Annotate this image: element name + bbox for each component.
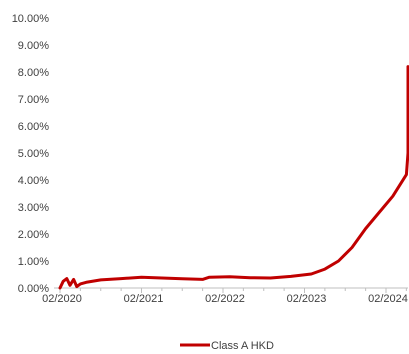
x-tick-label: 02/2021 — [124, 293, 164, 305]
series-line — [58, 65, 409, 290]
x-tick-label: 02/2023 — [287, 293, 327, 305]
y-tick-label: 0.00% — [18, 283, 49, 295]
y-tick-label: 2.00% — [18, 229, 49, 241]
y-tick-label: 8.00% — [18, 67, 49, 79]
y-tick-label: 10.00% — [12, 13, 50, 25]
legend-label: Class A HKD — [211, 340, 274, 352]
y-tick-label: 9.00% — [18, 40, 49, 52]
x-axis: 02/2020 02/2021 02/2022 02/2023 02/2024 — [42, 287, 408, 305]
y-tick-label: 5.00% — [18, 148, 49, 160]
x-tick-label: 02/2022 — [205, 293, 245, 305]
y-tick-label: 6.00% — [18, 121, 49, 133]
legend: Class A HKD — [180, 340, 274, 352]
y-tick-label: 3.00% — [18, 202, 49, 214]
y-tick-label: 7.00% — [18, 94, 49, 106]
plot-area — [58, 65, 409, 290]
y-axis-tick-labels: 0.00% 1.00% 2.00% 3.00% 4.00% 5.00% 6.00% 7.00%… — [12, 13, 50, 295]
y-tick-label: 4.00% — [18, 175, 49, 187]
x-tick-label: 02/2024 — [368, 293, 408, 305]
x-tick-label: 02/2020 — [42, 293, 82, 305]
y-tick-label: 1.00% — [18, 256, 49, 268]
